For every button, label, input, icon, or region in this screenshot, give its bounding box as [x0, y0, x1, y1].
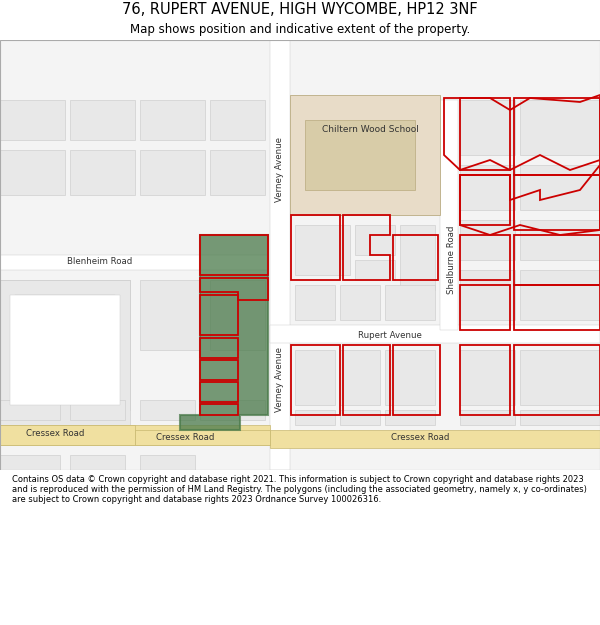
- Bar: [270, 325, 600, 343]
- Bar: [210, 100, 265, 140]
- Bar: [140, 150, 205, 195]
- Bar: [140, 100, 205, 140]
- Text: Cressex Road: Cressex Road: [156, 432, 214, 441]
- Bar: [355, 225, 395, 255]
- Bar: [460, 350, 515, 405]
- Bar: [0, 400, 60, 420]
- Bar: [270, 430, 600, 448]
- Bar: [520, 100, 600, 155]
- Bar: [140, 455, 195, 470]
- Bar: [385, 285, 435, 320]
- Bar: [295, 285, 335, 320]
- Bar: [520, 220, 600, 260]
- Bar: [460, 220, 515, 260]
- Bar: [0, 425, 135, 445]
- Bar: [200, 400, 265, 420]
- Bar: [210, 150, 265, 195]
- Bar: [290, 95, 440, 215]
- Bar: [135, 430, 270, 445]
- Bar: [400, 225, 435, 290]
- Bar: [385, 350, 435, 405]
- Bar: [460, 410, 515, 425]
- Bar: [460, 165, 515, 210]
- Bar: [295, 410, 335, 425]
- Bar: [0, 100, 65, 140]
- Bar: [0, 425, 270, 445]
- Bar: [0, 150, 65, 195]
- Bar: [70, 150, 135, 195]
- Bar: [520, 165, 600, 210]
- Bar: [295, 225, 350, 275]
- Bar: [295, 350, 335, 405]
- Text: Contains OS data © Crown copyright and database right 2021. This information is : Contains OS data © Crown copyright and d…: [12, 474, 587, 504]
- Text: Cressex Road: Cressex Road: [391, 432, 449, 441]
- Polygon shape: [180, 235, 268, 430]
- Text: Chiltern Wood School: Chiltern Wood School: [322, 126, 418, 134]
- Bar: [10, 295, 120, 405]
- Bar: [0, 280, 130, 410]
- Text: Verney Avenue: Verney Avenue: [275, 348, 284, 413]
- Bar: [70, 455, 125, 470]
- Bar: [340, 410, 380, 425]
- Bar: [460, 270, 515, 320]
- Bar: [340, 285, 380, 320]
- Text: Rupert Avenue: Rupert Avenue: [358, 331, 422, 339]
- Bar: [210, 280, 265, 350]
- Bar: [0, 455, 60, 470]
- Text: Verney Avenue: Verney Avenue: [275, 138, 284, 202]
- Bar: [355, 260, 395, 280]
- Bar: [140, 280, 200, 350]
- Text: Map shows position and indicative extent of the property.: Map shows position and indicative extent…: [130, 24, 470, 36]
- Bar: [520, 350, 600, 405]
- Bar: [440, 100, 458, 330]
- Bar: [70, 400, 125, 420]
- Bar: [70, 100, 135, 140]
- Bar: [15, 295, 115, 395]
- Text: Blenheim Road: Blenheim Road: [67, 258, 133, 266]
- Bar: [520, 410, 600, 425]
- Bar: [270, 40, 290, 470]
- Bar: [340, 350, 380, 405]
- Bar: [0, 255, 268, 270]
- Bar: [0, 280, 130, 425]
- Bar: [140, 400, 195, 420]
- Text: 76, RUPERT AVENUE, HIGH WYCOMBE, HP12 3NF: 76, RUPERT AVENUE, HIGH WYCOMBE, HP12 3N…: [122, 2, 478, 18]
- Text: Cressex Road: Cressex Road: [26, 429, 84, 438]
- Bar: [305, 120, 415, 190]
- Text: Shelburne Road: Shelburne Road: [446, 226, 455, 294]
- Bar: [520, 270, 600, 320]
- Bar: [460, 100, 515, 155]
- Bar: [385, 410, 435, 425]
